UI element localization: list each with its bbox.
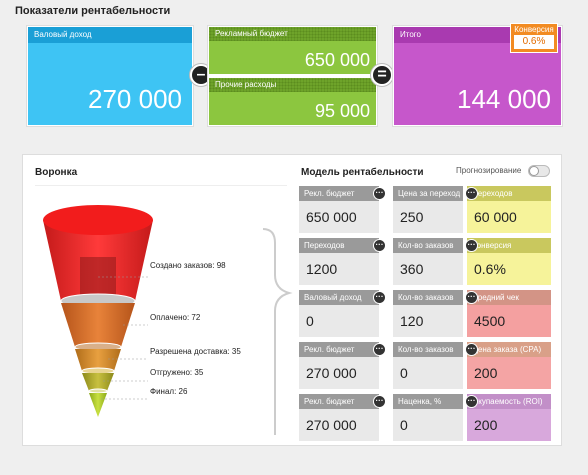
model-cell-value: 0.6%: [467, 253, 551, 285]
total-card: Итого 144 000 Конверсия 0.6%: [393, 23, 562, 126]
model-cell-value[interactable]: 0: [393, 409, 463, 441]
model-cell-value: 200: [467, 357, 551, 389]
model-cell[interactable]: Наценка, % 0: [393, 394, 463, 441]
model-cell-value[interactable]: 270 000: [299, 357, 379, 389]
conversion-label: Конверсия: [514, 25, 554, 34]
other-costs-block: Прочие расходы 95 000: [209, 78, 376, 125]
page-title: Показатели рентабельности: [15, 5, 171, 17]
funnel-top-ellipse: [43, 205, 153, 235]
operator-dots-icon[interactable]: ···: [465, 291, 478, 304]
funnel-stage-paid: [61, 303, 135, 347]
funnel-label-shipped: Отгружено: 35: [150, 368, 204, 377]
model-title: Модель рентабельности: [301, 167, 424, 178]
funnel-stage-final: [89, 393, 107, 417]
model-cell[interactable]: Рекл. бюджет 270 000: [299, 394, 379, 441]
model-cell-value: 60 000: [467, 201, 551, 233]
model-cell-label: Конверсия: [467, 238, 551, 253]
other-costs-label: Прочие расходы: [209, 78, 376, 92]
funnel-label-final: Финал: 26: [150, 387, 188, 396]
model-cell-value: 200: [467, 409, 551, 441]
operator-dots-icon[interactable]: ···: [373, 291, 386, 304]
model-cell[interactable]: Рекл. бюджет 650 000: [299, 186, 379, 233]
ad-budget-label: Рекламный бюджет: [209, 27, 376, 41]
model-cell-label: Переходов: [299, 238, 379, 253]
model-cell-value[interactable]: 650 000: [299, 201, 379, 233]
gross-income-card: Валовый доход 270 000: [27, 26, 193, 126]
model-cell-label: Валовый доход: [299, 290, 379, 305]
forecast-label: Прогнозирование: [456, 166, 522, 175]
model-cell-value[interactable]: 0: [299, 305, 379, 337]
model-cell-label: Кол-во заказов: [393, 238, 463, 253]
model-cell-label: Кол-во заказов: [393, 342, 463, 357]
expenses-card: Рекламный бюджет 650 000 Прочие расходы …: [208, 26, 377, 126]
brace-connector: [262, 228, 293, 435]
equals-operator: =: [371, 64, 393, 86]
model-cell[interactable]: Конверсия 0.6%: [467, 238, 551, 285]
toggle-knob[interactable]: [529, 166, 539, 176]
model-cell-value[interactable]: 1200: [299, 253, 379, 285]
total-value: 144 000: [457, 84, 551, 114]
model-cell[interactable]: Кол-во заказов 360: [393, 238, 463, 285]
model-cell-label: Наценка, %: [393, 394, 463, 409]
funnel-chart: [43, 205, 293, 435]
forecast-toggle[interactable]: [528, 165, 550, 177]
funnel-stage-shipped: [82, 373, 114, 391]
model-cell[interactable]: Кол-во заказов 0: [393, 342, 463, 389]
model-cell[interactable]: Окупаемость (ROI) 200: [467, 394, 551, 441]
model-cell[interactable]: Переходов 60 000: [467, 186, 551, 233]
funnel-title: Воронка: [35, 167, 78, 178]
model-cell-label: Рекл. бюджет: [299, 394, 379, 409]
ad-budget-value: 650 000: [304, 50, 370, 70]
model-cell-value[interactable]: 0: [393, 357, 463, 389]
model-cell[interactable]: Цена за переход 250: [393, 186, 463, 233]
operator-dots-icon[interactable]: ···: [373, 187, 386, 200]
ad-budget-block: Рекламный бюджет 650 000: [209, 27, 376, 74]
gross-income-value: 270 000: [88, 84, 182, 114]
model-cell-value[interactable]: 120: [393, 305, 463, 337]
funnel-label-paid: Оплачено: 72: [150, 313, 201, 322]
operator-dots-icon[interactable]: ···: [373, 239, 386, 252]
conversion-value: 0.6%: [514, 35, 554, 49]
other-costs-value: 95 000: [314, 101, 370, 121]
operator-dots-icon[interactable]: ···: [465, 239, 478, 252]
funnel-divider: [35, 185, 287, 186]
model-cell-label: Рекл. бюджет: [299, 342, 379, 357]
operator-dots-icon[interactable]: ···: [465, 343, 478, 356]
model-cell-value: 4500: [467, 305, 551, 337]
operator-dots-icon[interactable]: ···: [465, 187, 478, 200]
operator-dots-icon[interactable]: ···: [373, 343, 386, 356]
model-cell-value[interactable]: 270 000: [299, 409, 379, 441]
model-cell-label: Переходов: [467, 186, 551, 201]
operator-dots-icon[interactable]: ···: [373, 395, 386, 408]
model-cell-label: Средний чек: [467, 290, 551, 305]
model-cell-label: Рекл. бюджет: [299, 186, 379, 201]
gross-income-label: Валовый доход: [28, 27, 192, 43]
analytics-panel: Воронка: [22, 154, 562, 446]
model-cell[interactable]: Средний чек 4500: [467, 290, 551, 337]
model-cell-label: Кол-во заказов: [393, 290, 463, 305]
model-cell[interactable]: Кол-во заказов 120: [393, 290, 463, 337]
model-cell[interactable]: Переходов 1200: [299, 238, 379, 285]
funnel-stage-delivery: [75, 349, 121, 371]
model-cell-label: Цена за переход: [393, 186, 463, 201]
operator-dots-icon[interactable]: ···: [465, 395, 478, 408]
model-cell-label: Окупаемость (ROI): [467, 394, 551, 409]
conversion-badge: Конверсия 0.6%: [510, 23, 558, 53]
funnel-sep-4: [88, 388, 108, 394]
funnel-label-delivery: Разрешена доставка: 35: [150, 347, 241, 356]
model-cell-value[interactable]: 360: [393, 253, 463, 285]
funnel-label-created: Создано заказов: 98: [150, 261, 226, 270]
model-cell[interactable]: Цена заказа (CPA) 200: [467, 342, 551, 389]
model-cell-value[interactable]: 250: [393, 201, 463, 233]
model-cell-label: Цена заказа (CPA): [467, 342, 551, 357]
model-cell[interactable]: Рекл. бюджет 270 000: [299, 342, 379, 389]
model-cell[interactable]: Валовый доход 0: [299, 290, 379, 337]
